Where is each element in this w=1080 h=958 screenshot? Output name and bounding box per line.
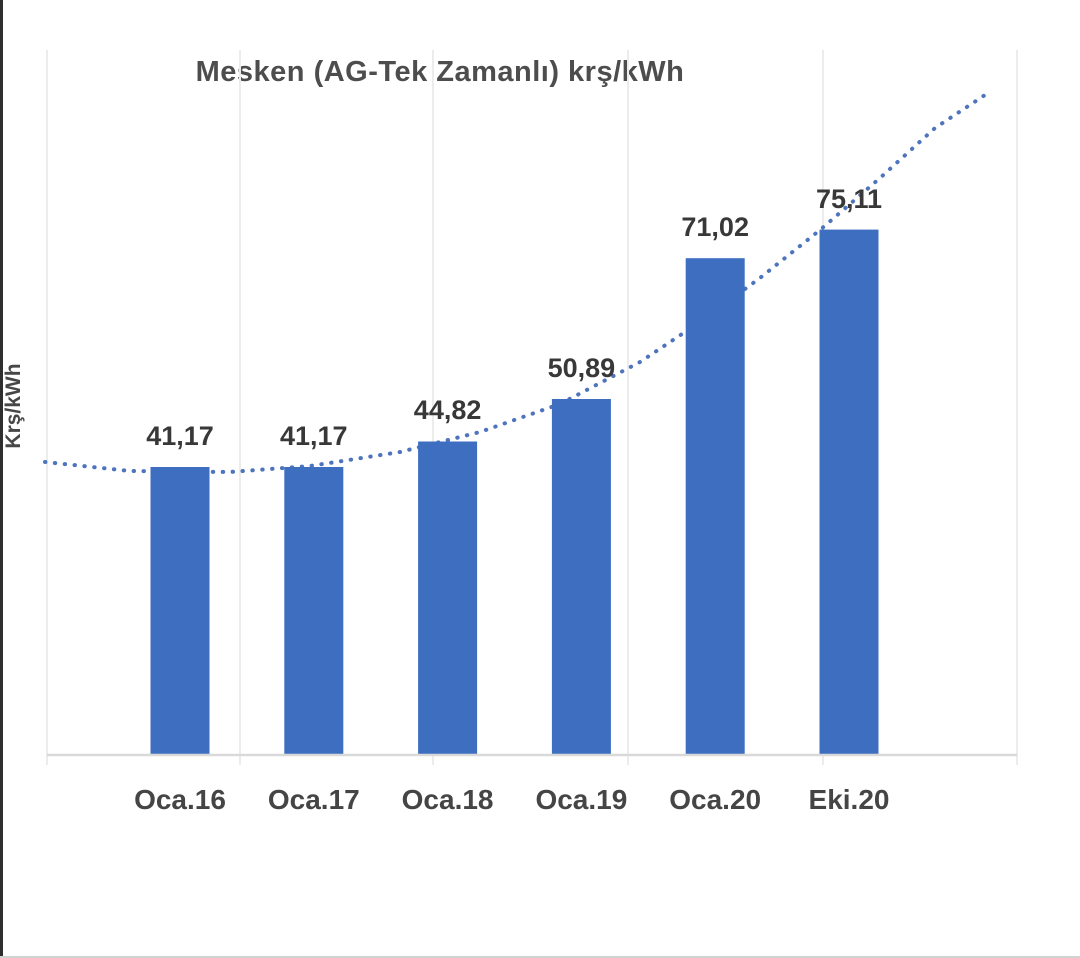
bar [150,467,210,755]
trend-dotted-line [43,93,987,475]
bar [418,441,478,755]
bar-value-label: 50,89 [547,353,616,384]
bar-value-label: 41,17 [280,421,348,452]
bar-value-label: 41,17 [146,421,214,452]
bar-value-label: 44,82 [413,395,482,426]
x-axis-category-label: Oca.19 [535,784,628,815]
x-axis-category-label: Oca.17 [267,784,360,815]
chart-title: Mesken (AG-Tek Zamanlı) krş/kWh [195,56,685,88]
bar-series [150,229,879,756]
x-axis-category-label: Oca.16 [134,784,226,815]
bar [685,258,745,755]
bar [819,229,879,756]
x-axis-category-label: Oca.20 [669,784,762,815]
left-edge-line [0,0,3,958]
x-axis-category-label: Oca.18 [401,784,494,815]
bar-value-label: 75,11 [815,183,883,214]
x-axis-category-label: Eki.20 [808,784,890,815]
bar-value-label: 71,02 [681,212,749,243]
bar [284,467,344,755]
bottom-edge-line [0,956,1080,958]
bar [551,399,611,755]
